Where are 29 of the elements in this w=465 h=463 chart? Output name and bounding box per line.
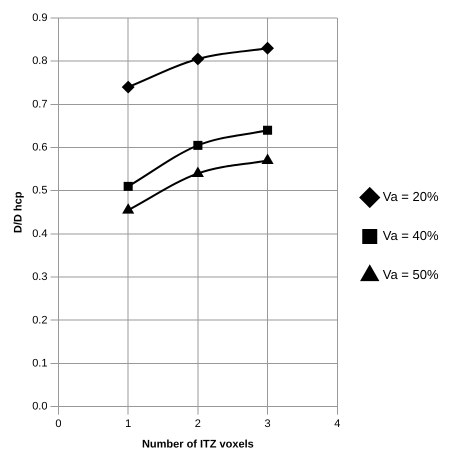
point (193, 140, 202, 150)
legend-label: Va = 20% (382, 189, 439, 204)
y-tick-label: 0.5 (32, 184, 48, 197)
y-tick-label: 0.2 (32, 314, 48, 326)
legend-label: Va = 50% (382, 267, 439, 282)
point (263, 126, 272, 135)
y-tick-label: 0.7 (32, 98, 48, 110)
y-tick-label: 0.4 (32, 228, 48, 240)
point (192, 53, 204, 66)
x-tick-label: 2 (194, 418, 201, 430)
y-tick-label: 0.1 (32, 357, 48, 370)
point (262, 154, 273, 164)
y-tick-label: 0.9 (32, 12, 48, 24)
x-tick-label: 3 (264, 418, 271, 430)
x-tick-label: 0 (55, 418, 62, 430)
y-axis-title: D/D hcp (12, 191, 25, 234)
x-tick-label: 1 (125, 418, 132, 430)
y-tick-label: 0.6 (32, 142, 48, 154)
point (262, 42, 274, 54)
x-tick-label: 4 (334, 418, 340, 430)
y-tick-label: 0.3 (32, 271, 48, 284)
y-tick-label: 0.0 (32, 400, 48, 413)
y-tick-label: 0.8 (32, 55, 48, 68)
point (192, 167, 204, 177)
point (122, 204, 134, 214)
x-axis-title: Number of ITZ voxels (142, 438, 254, 450)
legend-label: Va = 40% (382, 228, 439, 244)
point (122, 81, 134, 94)
point (124, 182, 133, 191)
